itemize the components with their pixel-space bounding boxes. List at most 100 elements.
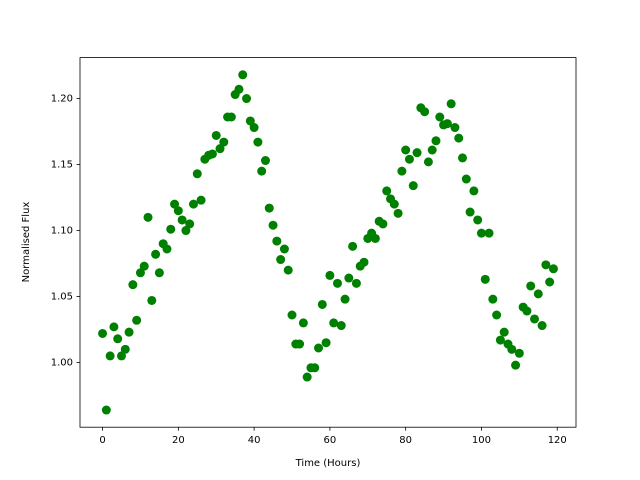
- point: [272, 236, 282, 246]
- point: [207, 149, 217, 159]
- point: [507, 344, 517, 354]
- point: [446, 99, 456, 109]
- x-axis-label: Time (Hours): [295, 458, 361, 469]
- point: [480, 274, 490, 284]
- point: [511, 360, 521, 370]
- point: [151, 249, 161, 259]
- point: [389, 199, 399, 209]
- point: [166, 224, 176, 234]
- y-axis-label: Normalised Flux: [21, 202, 32, 283]
- y-tick-label: 1.10: [51, 226, 73, 237]
- point: [298, 318, 308, 328]
- point: [541, 260, 551, 270]
- point: [219, 137, 229, 147]
- point: [276, 255, 286, 265]
- point: [359, 257, 369, 267]
- point: [332, 278, 342, 288]
- point: [329, 318, 339, 328]
- point: [435, 112, 445, 122]
- point: [495, 335, 505, 345]
- point: [344, 273, 354, 283]
- point: [348, 241, 358, 251]
- point: [101, 405, 111, 415]
- point: [488, 294, 498, 304]
- point: [196, 195, 206, 205]
- point: [336, 321, 346, 331]
- point: [450, 123, 460, 133]
- y-tick-label: 1.15: [51, 160, 73, 171]
- point: [128, 280, 138, 290]
- point: [404, 154, 414, 164]
- point: [526, 281, 536, 291]
- point: [401, 145, 411, 155]
- point: [253, 137, 263, 147]
- point: [522, 306, 532, 316]
- point: [238, 70, 248, 80]
- point: [147, 295, 157, 305]
- point: [242, 94, 252, 104]
- point: [431, 136, 441, 146]
- point: [310, 363, 320, 373]
- point: [177, 215, 187, 225]
- point: [397, 166, 407, 176]
- point: [465, 207, 475, 217]
- point: [132, 315, 142, 325]
- x-tick-label: 80: [399, 435, 412, 446]
- point: [283, 265, 293, 275]
- x-tick-label: 0: [99, 435, 105, 446]
- point: [382, 186, 392, 196]
- point: [408, 181, 418, 191]
- point: [537, 321, 547, 331]
- point: [287, 310, 297, 320]
- y-tick-label: 1.00: [51, 358, 73, 369]
- y-tick-label: 1.05: [51, 292, 73, 303]
- point: [314, 343, 324, 353]
- point: [105, 351, 115, 361]
- point: [268, 220, 278, 230]
- point: [185, 219, 195, 229]
- point: [393, 208, 403, 218]
- point: [192, 169, 202, 179]
- point: [234, 84, 244, 94]
- point: [370, 233, 380, 243]
- point: [170, 199, 180, 209]
- point: [162, 244, 172, 254]
- x-tick-label: 120: [548, 435, 567, 446]
- point: [295, 339, 305, 349]
- point: [264, 203, 274, 213]
- point: [442, 119, 452, 129]
- point: [427, 145, 437, 155]
- point: [317, 299, 327, 309]
- point: [514, 348, 524, 358]
- point: [476, 228, 486, 238]
- point: [423, 157, 433, 167]
- point: [454, 133, 464, 143]
- point: [325, 270, 335, 280]
- point: [492, 310, 502, 320]
- axes-frame: [79, 57, 577, 428]
- point: [135, 268, 145, 278]
- y-tick-label: 1.20: [51, 94, 73, 105]
- point: [215, 144, 225, 154]
- point: [340, 294, 350, 304]
- point: [279, 244, 289, 254]
- point: [484, 228, 494, 238]
- point: [98, 328, 108, 338]
- point: [226, 112, 236, 122]
- point: [188, 199, 198, 209]
- point: [245, 116, 255, 126]
- point: [116, 351, 126, 361]
- point: [211, 130, 221, 140]
- point: [113, 334, 123, 344]
- point: [120, 344, 130, 354]
- x-tick-label: 60: [324, 435, 337, 446]
- point: [124, 327, 134, 337]
- point: [545, 277, 555, 287]
- point: [321, 338, 331, 348]
- point: [469, 186, 479, 196]
- point: [260, 156, 270, 166]
- point: [154, 268, 164, 278]
- point: [139, 261, 149, 271]
